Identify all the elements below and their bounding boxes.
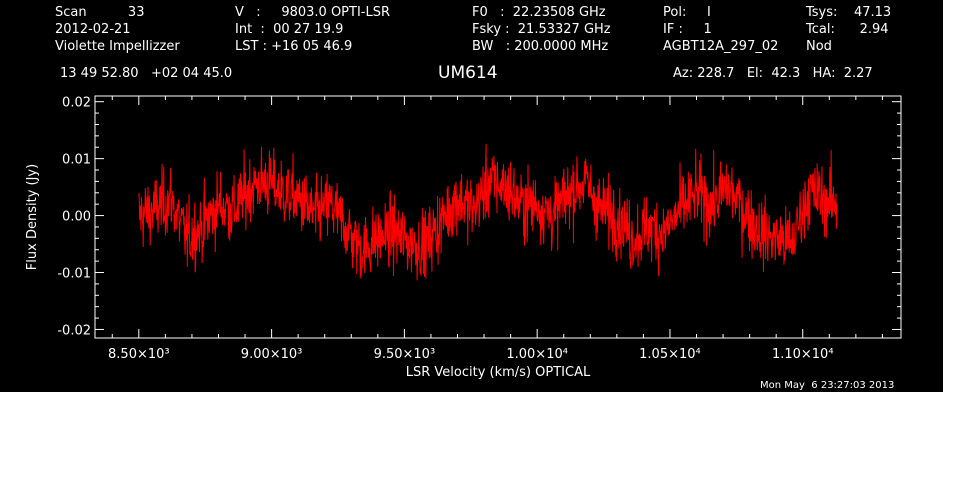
y-axis-label: Flux Density (Jy) [25, 164, 40, 270]
sky-frequency: Fsky : 21.53327 GHz [472, 22, 611, 37]
source-name: UM614 [438, 63, 498, 83]
x-tick-label: 1.05×10⁴ [639, 347, 701, 362]
integration-time: Int : 00 27 19.9 [235, 22, 344, 37]
y-tick-label: 0.02 [62, 96, 91, 111]
x-tick-label: 1.10×10⁴ [772, 347, 834, 362]
source-coordinates: 13 49 52.80 +02 04 45.0 [60, 66, 233, 81]
procedure-name: Nod [806, 39, 832, 54]
velocity-info: V : 9803.0 OPTI-LSR [235, 5, 391, 20]
spectrum-chart: 0.02 0.01 0.00 -0.01 -0.02 8.50×10³ 9.00×10³ 9.… [25, 95, 902, 380]
y-tick-label: -0.02 [57, 323, 91, 338]
x-tick-label: 8.50×10³ [108, 347, 170, 362]
x-tick-label: 9.50×10³ [374, 347, 436, 362]
system-temperature: Tsys: 47.13 [806, 5, 892, 20]
y-tick-label: 0.01 [62, 153, 91, 168]
polarization: Pol: I [663, 5, 711, 20]
spectrum-line [138, 143, 838, 281]
observation-date: 2012-02-21 [55, 22, 131, 37]
plot-timestamp: Mon May 6 23:27:03 2013 [760, 380, 895, 391]
x-tick-label: 1.00×10⁴ [506, 347, 568, 362]
calibration-temperature: Tcal: 2.94 [806, 22, 889, 37]
x-axis-label: LSR Velocity (km/s) OPTICAL [406, 365, 591, 380]
scan-number: Scan 33 [55, 5, 145, 20]
y-tick-label: -0.01 [57, 267, 91, 282]
if-number: IF : 1 [663, 22, 712, 37]
plot-window: Scan 33 2012-02-21 Violette Impellizzer … [0, 0, 943, 392]
observer-name: Violette Impellizzer [55, 39, 180, 54]
bandwidth: BW : 200.0000 MHz [472, 39, 609, 54]
plot-frame [94, 95, 902, 339]
rest-frequency: F0 : 22.23508 GHz [472, 5, 606, 20]
project-id: AGBT12A_297_02 [663, 39, 779, 54]
lst-info: LST : +16 05 46.9 [235, 39, 353, 54]
y-tick-label: 0.00 [62, 210, 91, 225]
x-tick-label: 9.00×10³ [241, 347, 303, 362]
azimuth-elevation-hour-angle: Az: 228.7 El: 42.3 HA: 2.27 [673, 66, 873, 81]
